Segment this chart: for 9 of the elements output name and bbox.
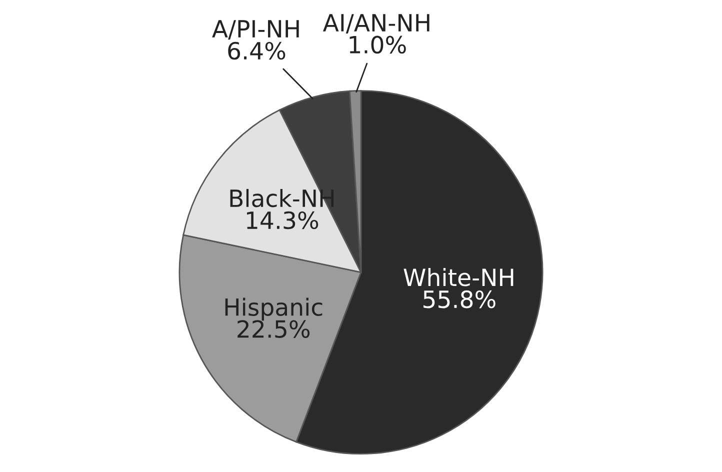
- slice-label: White-NH: [404, 268, 514, 286]
- slice-label: AI/AN-NH: [322, 14, 430, 34]
- data-label: 14.3%: [247, 211, 318, 230]
- slice-label: Hispanic: [225, 298, 322, 321]
- data-label: 1.0%: [350, 36, 406, 54]
- data-label: 55.8%: [424, 290, 496, 308]
- slice-label: A/PI-NH: [212, 20, 299, 40]
- data-label: 22.5%: [238, 320, 310, 338]
- data-label: 6.4%: [228, 42, 286, 60]
